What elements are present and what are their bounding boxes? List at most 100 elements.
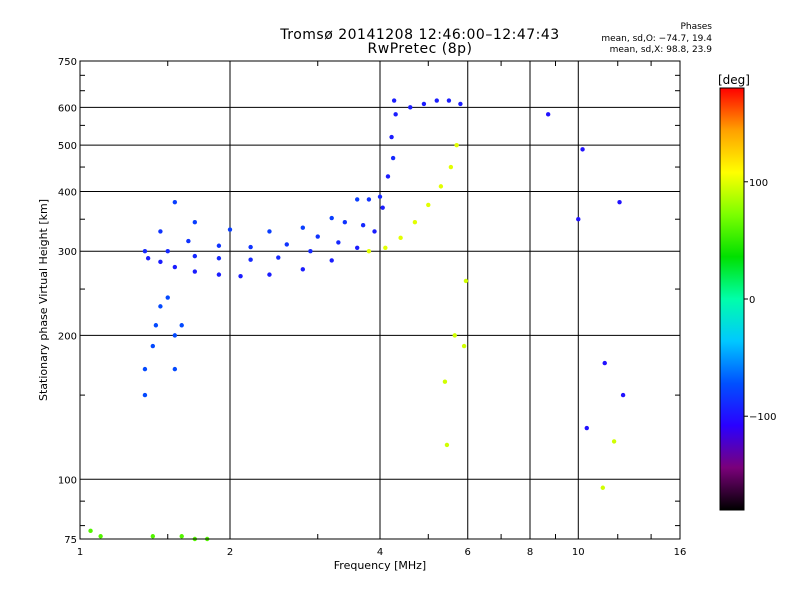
x-tick-label: 8 <box>527 547 533 558</box>
data-point <box>463 278 469 284</box>
data-point <box>336 240 341 245</box>
data-point <box>88 528 93 534</box>
data-point <box>617 199 622 205</box>
data-point <box>360 223 366 228</box>
data-point <box>584 425 589 431</box>
colorbar <box>719 87 745 511</box>
data-point <box>267 229 272 234</box>
data-point <box>142 249 148 254</box>
data-point <box>390 155 396 161</box>
chart-subtitle: RwPretec (8p) <box>367 41 473 57</box>
data-point <box>150 343 156 349</box>
data-point <box>179 534 184 539</box>
data-point <box>366 249 372 254</box>
colorbar-tick-label: 100 <box>749 178 768 189</box>
data-point <box>438 184 444 189</box>
data-point <box>165 295 170 300</box>
data-point <box>391 98 397 103</box>
data-point <box>366 197 372 202</box>
x-tick-label: 6 <box>465 547 471 558</box>
data-point <box>238 273 243 279</box>
data-point <box>354 245 360 250</box>
y-tick-label: 75 <box>64 535 77 546</box>
data-point <box>142 392 148 398</box>
data-point <box>98 534 103 539</box>
colorbar-tick-label: −100 <box>749 412 776 423</box>
colorbar-tick-label: 0 <box>749 295 755 306</box>
data-point <box>580 147 585 152</box>
data-point <box>172 199 178 205</box>
data-point <box>383 245 388 250</box>
chart-title: Tromsø 20141208 12:46:00–12:47:43 <box>280 27 560 43</box>
data-point <box>300 267 306 272</box>
data-point <box>611 439 617 444</box>
phases-o-line: mean, sd,O: −74.7, 19.4 <box>601 34 712 44</box>
x-tick-label: 16 <box>674 547 687 558</box>
y-tick-label: 600 <box>58 103 77 114</box>
x-tick-label: 10 <box>572 547 585 558</box>
data-point <box>444 442 450 448</box>
data-point <box>248 257 253 262</box>
data-point <box>216 256 222 261</box>
data-point <box>385 174 391 179</box>
data-point <box>412 220 418 225</box>
data-point <box>142 366 148 372</box>
plot-grid <box>80 61 680 539</box>
colorbar-unit-label: [deg] <box>718 73 750 87</box>
x-tick-labels: 1 2 4 6 8 10 16 <box>77 547 687 558</box>
y-tick-label: 400 <box>58 187 77 198</box>
data-point <box>248 244 253 250</box>
y-tick-label: 500 <box>58 141 77 152</box>
phases-x-line: mean, sd,X: 98.8, 23.9 <box>609 45 712 55</box>
data-point <box>452 333 457 338</box>
data-point <box>315 234 320 239</box>
y-tick-labels: 75 100 200 300 400 500 600 750 <box>58 57 77 546</box>
data-point <box>227 227 233 232</box>
data-point <box>458 101 463 107</box>
y-axis-label: Stationary phase Virtual Height [km] <box>37 199 50 401</box>
data-point <box>389 134 394 140</box>
data-point <box>545 112 551 117</box>
data-point <box>267 272 272 277</box>
y-tick-label: 100 <box>58 475 77 486</box>
data-point <box>454 142 459 148</box>
data-point <box>380 205 385 210</box>
data-point <box>158 229 163 234</box>
data-point <box>342 220 348 225</box>
data-point <box>576 217 581 222</box>
data-point <box>602 360 607 366</box>
data-point <box>434 98 439 103</box>
data-point <box>354 197 360 202</box>
data-point <box>461 343 467 349</box>
plot-frame <box>79 60 681 540</box>
data-point <box>165 249 170 254</box>
colorbar-ticks: 100 0 −100 <box>744 178 776 423</box>
data-point <box>329 215 334 221</box>
data-point <box>448 164 454 170</box>
x-axis-label: Frequency [MHz] <box>334 559 426 572</box>
data-point <box>153 323 159 328</box>
data-point <box>216 243 222 248</box>
data-point <box>216 272 222 277</box>
data-point <box>172 366 178 372</box>
y-tick-label: 300 <box>58 247 77 258</box>
data-point <box>158 304 163 309</box>
x-tick-label: 2 <box>227 547 233 558</box>
data-point <box>600 485 606 490</box>
data-point <box>329 258 334 263</box>
data-point <box>620 392 626 398</box>
data-point <box>179 323 184 328</box>
data-point <box>442 379 448 384</box>
data-point <box>150 534 156 539</box>
data-point <box>158 259 163 265</box>
data-point <box>172 333 178 338</box>
data-point <box>377 194 383 199</box>
data-point <box>145 256 151 261</box>
y-tick-label: 200 <box>58 331 77 342</box>
data-point <box>372 229 377 234</box>
data-point <box>284 242 289 247</box>
x-tick-label: 4 <box>377 547 383 558</box>
data-point <box>408 105 413 110</box>
data-point <box>421 101 427 107</box>
